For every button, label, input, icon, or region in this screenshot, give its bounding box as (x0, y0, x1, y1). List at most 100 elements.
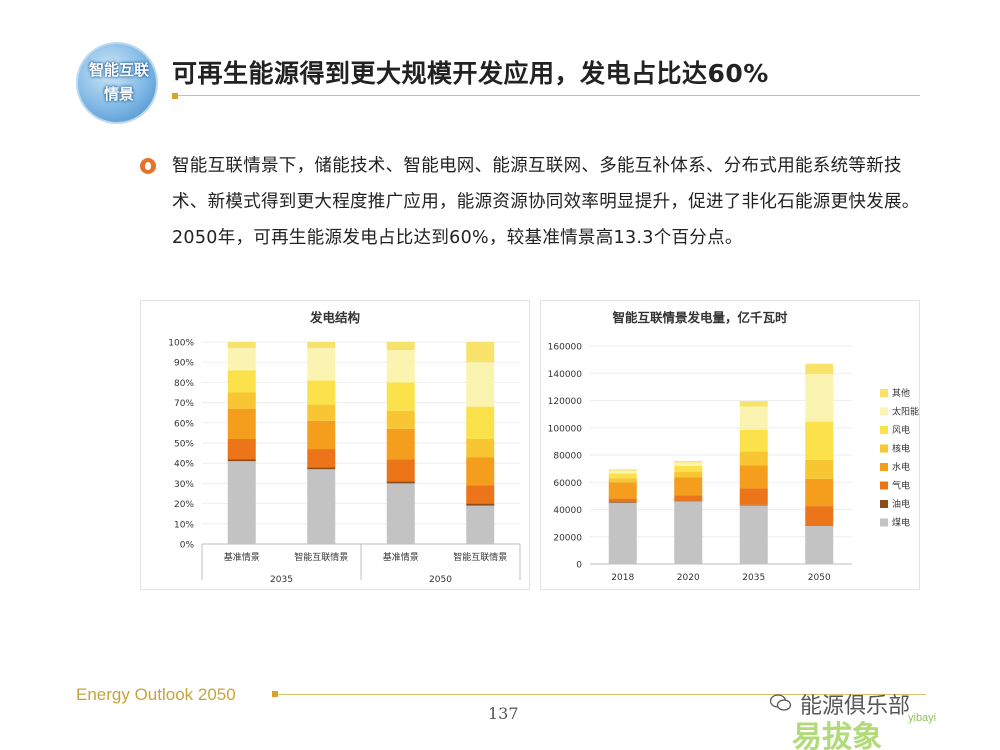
chart2-y-tick: 120000 (548, 397, 583, 407)
chart2-bar-煤电 (674, 501, 703, 564)
chart2-x-tick: 2018 (611, 573, 634, 583)
legend-label: 风电 (892, 424, 910, 436)
chart2-bar-风电 (805, 421, 834, 460)
chart1-bar-核电 (307, 404, 336, 421)
chart1-bar-油电 (466, 503, 495, 506)
chart1-x-tick: 智能互联情景 (294, 551, 348, 563)
chart2-bar-气电 (739, 488, 768, 505)
legend-swatch-其他 (880, 389, 888, 397)
chart1-bar-其他 (386, 342, 415, 351)
chart2-bar-油电 (739, 504, 768, 506)
chart2-y-tick: 100000 (548, 424, 583, 434)
watermark-logo: 易拔象 (792, 720, 882, 750)
bullet-icon (140, 158, 156, 174)
chart2-y-tick: 80000 (553, 452, 582, 462)
chart2-bar-煤电 (805, 525, 834, 564)
chart1-x-tick: 基准情景 (224, 551, 260, 563)
logo-text-line1: 智能互联 (88, 61, 149, 79)
chart1-y-tick: 20% (174, 500, 194, 510)
chart2-y-tick: 40000 (553, 506, 582, 516)
chart2-bar-油电 (674, 500, 703, 502)
chart1-bar-太阳能 (386, 350, 415, 383)
chart1-bar-其他 (307, 342, 336, 349)
chart2-bar-风电 (608, 473, 637, 479)
chart2-y-tick: 0 (576, 561, 582, 571)
chart2-bar-核电 (805, 459, 834, 479)
chart1-bar-水电 (307, 420, 336, 450)
chart1-bar-太阳能 (227, 348, 256, 371)
chart2-bar-水电 (805, 478, 834, 507)
chart1-y-tick: 80% (174, 379, 194, 389)
chart1-bar-核电 (466, 438, 495, 458)
chart1-y-tick: 50% (174, 440, 194, 450)
chart2-x-tick: 2020 (677, 573, 700, 583)
chart1-bar-风电 (386, 382, 415, 411)
chart1-y-tick: 0% (180, 541, 195, 551)
chart2-y-tick: 140000 (548, 370, 583, 380)
legend-label: 气电 (892, 480, 910, 492)
logo-text-line2: 情景 (103, 85, 134, 103)
chart2-bar-煤电 (608, 502, 637, 564)
legend-swatch-气电 (880, 481, 888, 490)
chart1-bar-其他 (227, 342, 256, 349)
chart-generation-volume-svg: 智能互联情景发电量，亿千瓦时 0 20000 40000 60000 80000 10000… (540, 300, 920, 590)
legend-swatch-油电 (880, 500, 888, 508)
chart1-y-tick: 30% (174, 480, 194, 490)
chart2-bar-核电 (674, 472, 703, 478)
slide-title: 可再生能源得到更大规模开发应用，发电占比达60% (172, 59, 769, 88)
chart2-bar-太阳能 (608, 470, 637, 474)
chart1-x-tick: 智能互联情景 (453, 551, 507, 563)
chart2-bar-水电 (674, 477, 703, 496)
chart1-bar-水电 (466, 457, 495, 486)
chart2-y-tick: 160000 (548, 343, 583, 353)
chart2-bar-气电 (674, 495, 703, 501)
legend-label: 水电 (892, 461, 910, 473)
chart2-bar-气电 (805, 506, 834, 526)
chart2-bar-油电 (608, 502, 637, 503)
chart2-bar-风电 (739, 429, 768, 452)
wechat-icon (770, 694, 792, 711)
chart1-title: 发电结构 (309, 310, 360, 325)
legend-swatch-煤电 (880, 518, 888, 527)
chart2-bar-其他 (608, 469, 637, 471)
title-divider-marker (172, 93, 178, 99)
chart2-y-tick: 60000 (553, 479, 582, 489)
chart2-bar-其他 (739, 401, 768, 407)
chart1-y-tick: 90% (174, 359, 194, 369)
footer-divider-marker (272, 691, 278, 697)
chart1-bar-油电 (386, 481, 415, 484)
chart1-bar-油电 (307, 467, 336, 470)
legend-label: 油电 (892, 498, 910, 510)
chart1-bar-风电 (466, 406, 495, 439)
chart2-bar-太阳能 (805, 373, 834, 422)
legend-label: 煤电 (892, 517, 910, 529)
chart2-bar-水电 (608, 482, 637, 499)
chart2-bar-太阳能 (674, 462, 703, 466)
footer-brand: Energy Outlook 2050 (76, 685, 236, 704)
legend-swatch-水电 (880, 463, 888, 471)
chart1-y-tick: 70% (174, 399, 194, 409)
chart-generation-volume: 智能互联情景发电量，亿千瓦时 0 20000 40000 60000 80000 10000… (540, 300, 920, 590)
chart1-bar-气电 (227, 438, 256, 460)
chart1-bar-水电 (227, 408, 256, 439)
title-divider (172, 95, 920, 96)
chart1-bar-太阳能 (466, 362, 495, 407)
chart1-bar-油电 (227, 459, 256, 462)
chart1-bar-核电 (227, 392, 256, 409)
chart1-y-tick: 100% (168, 339, 194, 349)
chart1-bar-煤电 (466, 505, 495, 544)
chart1-bar-煤电 (386, 483, 415, 544)
chart1-y-tick: 10% (174, 520, 194, 530)
chart1-bar-气电 (466, 485, 495, 504)
chart2-bar-水电 (739, 465, 768, 489)
chart1-bar-风电 (307, 380, 336, 405)
chart2-x-tick: 2035 (742, 573, 765, 583)
chart2-x-tick: 2050 (808, 573, 831, 583)
chart1-bar-其他 (466, 342, 495, 363)
legend-label: 太阳能 (892, 406, 919, 418)
chart1-bar-气电 (386, 459, 415, 482)
chart2-title: 智能互联情景发电量，亿千瓦时 (611, 310, 788, 325)
chart2-bar-其他 (805, 363, 834, 374)
chart2-bar-风电 (674, 465, 703, 473)
chart1-bar-水电 (386, 428, 415, 460)
